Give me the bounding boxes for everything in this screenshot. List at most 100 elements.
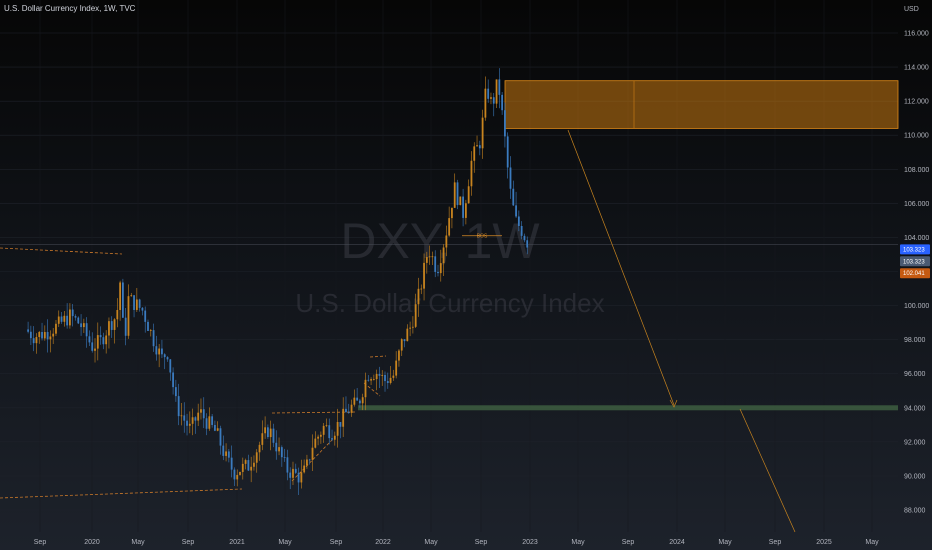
candle-body — [481, 117, 484, 149]
candle-body — [428, 256, 431, 258]
x-tick-label: May — [865, 539, 879, 546]
x-tick-label: 2020 — [84, 539, 100, 546]
candle-body — [166, 357, 169, 360]
candle-body — [370, 379, 372, 381]
candle-body — [492, 97, 495, 104]
candle-body — [425, 257, 428, 263]
candle-body — [138, 299, 141, 308]
candle-body — [392, 375, 395, 378]
candle-body — [194, 417, 197, 421]
candle-body — [523, 235, 526, 241]
candle-body — [504, 110, 506, 137]
candle-body — [205, 418, 208, 429]
x-tick-label: 2021 — [229, 539, 245, 546]
candle-body — [135, 299, 138, 310]
y-tick-label: 100.000 — [904, 303, 929, 310]
y-tick-label: 114.000 — [904, 65, 929, 72]
x-tick-label: 2023 — [522, 539, 538, 546]
candle-body — [236, 474, 239, 480]
candle-body — [200, 409, 202, 413]
pullback-top-trendline — [369, 355, 387, 358]
range-top-trendline — [271, 411, 357, 414]
price-tag-label: 102.041 — [903, 271, 925, 277]
candle-body — [71, 309, 74, 317]
candle-body — [470, 160, 473, 187]
candle-body — [308, 459, 311, 461]
candle-body — [520, 225, 523, 236]
candle-body — [498, 79, 501, 95]
candle-body — [300, 472, 303, 483]
price-tag — [900, 268, 930, 279]
candle-body — [233, 469, 236, 480]
candle-body — [456, 182, 459, 206]
candle-body — [289, 472, 292, 478]
candle-body — [442, 247, 445, 264]
candle-body — [124, 317, 127, 336]
candle-body — [211, 416, 214, 425]
gridlines — [0, 0, 898, 532]
trendlines[interactable] — [0, 247, 387, 499]
candle-body — [453, 182, 456, 208]
y-tick-label: 108.000 — [904, 167, 929, 174]
y-tick-label: 92.000 — [904, 439, 926, 446]
candle-body — [325, 425, 328, 427]
candle-body — [149, 330, 152, 331]
supply-zone-rectangle[interactable] — [504, 80, 899, 129]
candle-body — [375, 373, 378, 380]
bos-marker[interactable]: BOS — [462, 234, 502, 240]
candle-body — [255, 452, 258, 463]
candle-body — [406, 328, 409, 342]
candle-body — [434, 256, 437, 272]
candle-body — [250, 466, 253, 471]
y-tick-label: 98.000 — [904, 337, 926, 344]
candle-body — [41, 332, 43, 339]
candle-body — [169, 359, 172, 373]
candle-body — [495, 79, 498, 104]
time-axis[interactable]: Sep 2020 May Sep 2021 May Sep 2022 May Sep 2023 May… — [34, 539, 879, 546]
candle-body — [336, 422, 339, 436]
candle-body — [445, 235, 448, 248]
candle-body — [161, 348, 163, 355]
candle-body — [464, 203, 467, 218]
candle-body — [80, 323, 82, 328]
x-tick-label: 2024 — [669, 539, 685, 546]
candle-body — [197, 412, 200, 421]
candle-body — [345, 408, 347, 413]
candle-body — [395, 360, 398, 376]
support-level-band[interactable] — [358, 405, 898, 411]
candle-body — [476, 145, 478, 147]
x-tick-label: Sep — [622, 539, 635, 546]
chart-title: U.S. Dollar Currency Index, 1W, TVC — [4, 4, 136, 13]
candle-body — [411, 326, 414, 328]
candle-body — [400, 339, 403, 351]
candle-body — [353, 397, 356, 405]
candle-body — [63, 315, 66, 322]
price-axis[interactable]: USD 88.000 90.000 92.000 94.000 96.000 98.000… — [904, 6, 929, 515]
y-tick-label: 106.000 — [904, 201, 929, 208]
candle-body — [275, 442, 278, 452]
candle-body — [147, 321, 149, 331]
candle-body — [319, 434, 322, 437]
candle-body — [384, 374, 386, 382]
candle-body — [141, 307, 144, 311]
candle-body — [219, 428, 222, 446]
candle-body — [225, 451, 227, 456]
candle-body — [66, 315, 69, 326]
candle-body — [222, 445, 225, 456]
candle-body — [381, 374, 384, 376]
candle-body — [448, 218, 451, 236]
pullback-bottom-trendline — [363, 382, 381, 397]
candle-body — [459, 196, 462, 206]
watermark-name: U.S. Dollar Currency Index — [295, 288, 604, 318]
candle-body — [88, 336, 91, 343]
watermark-symbol: DXY, 1W — [340, 213, 540, 269]
candle-body — [403, 339, 406, 342]
candle-body — [333, 435, 336, 440]
candle-body — [478, 145, 481, 149]
candle-body — [127, 296, 130, 336]
x-tick-label: May — [571, 539, 585, 546]
x-tick-label: May — [718, 539, 732, 546]
y-tick-label: 90.000 — [904, 473, 926, 480]
projection-arrows[interactable] — [567, 129, 796, 533]
